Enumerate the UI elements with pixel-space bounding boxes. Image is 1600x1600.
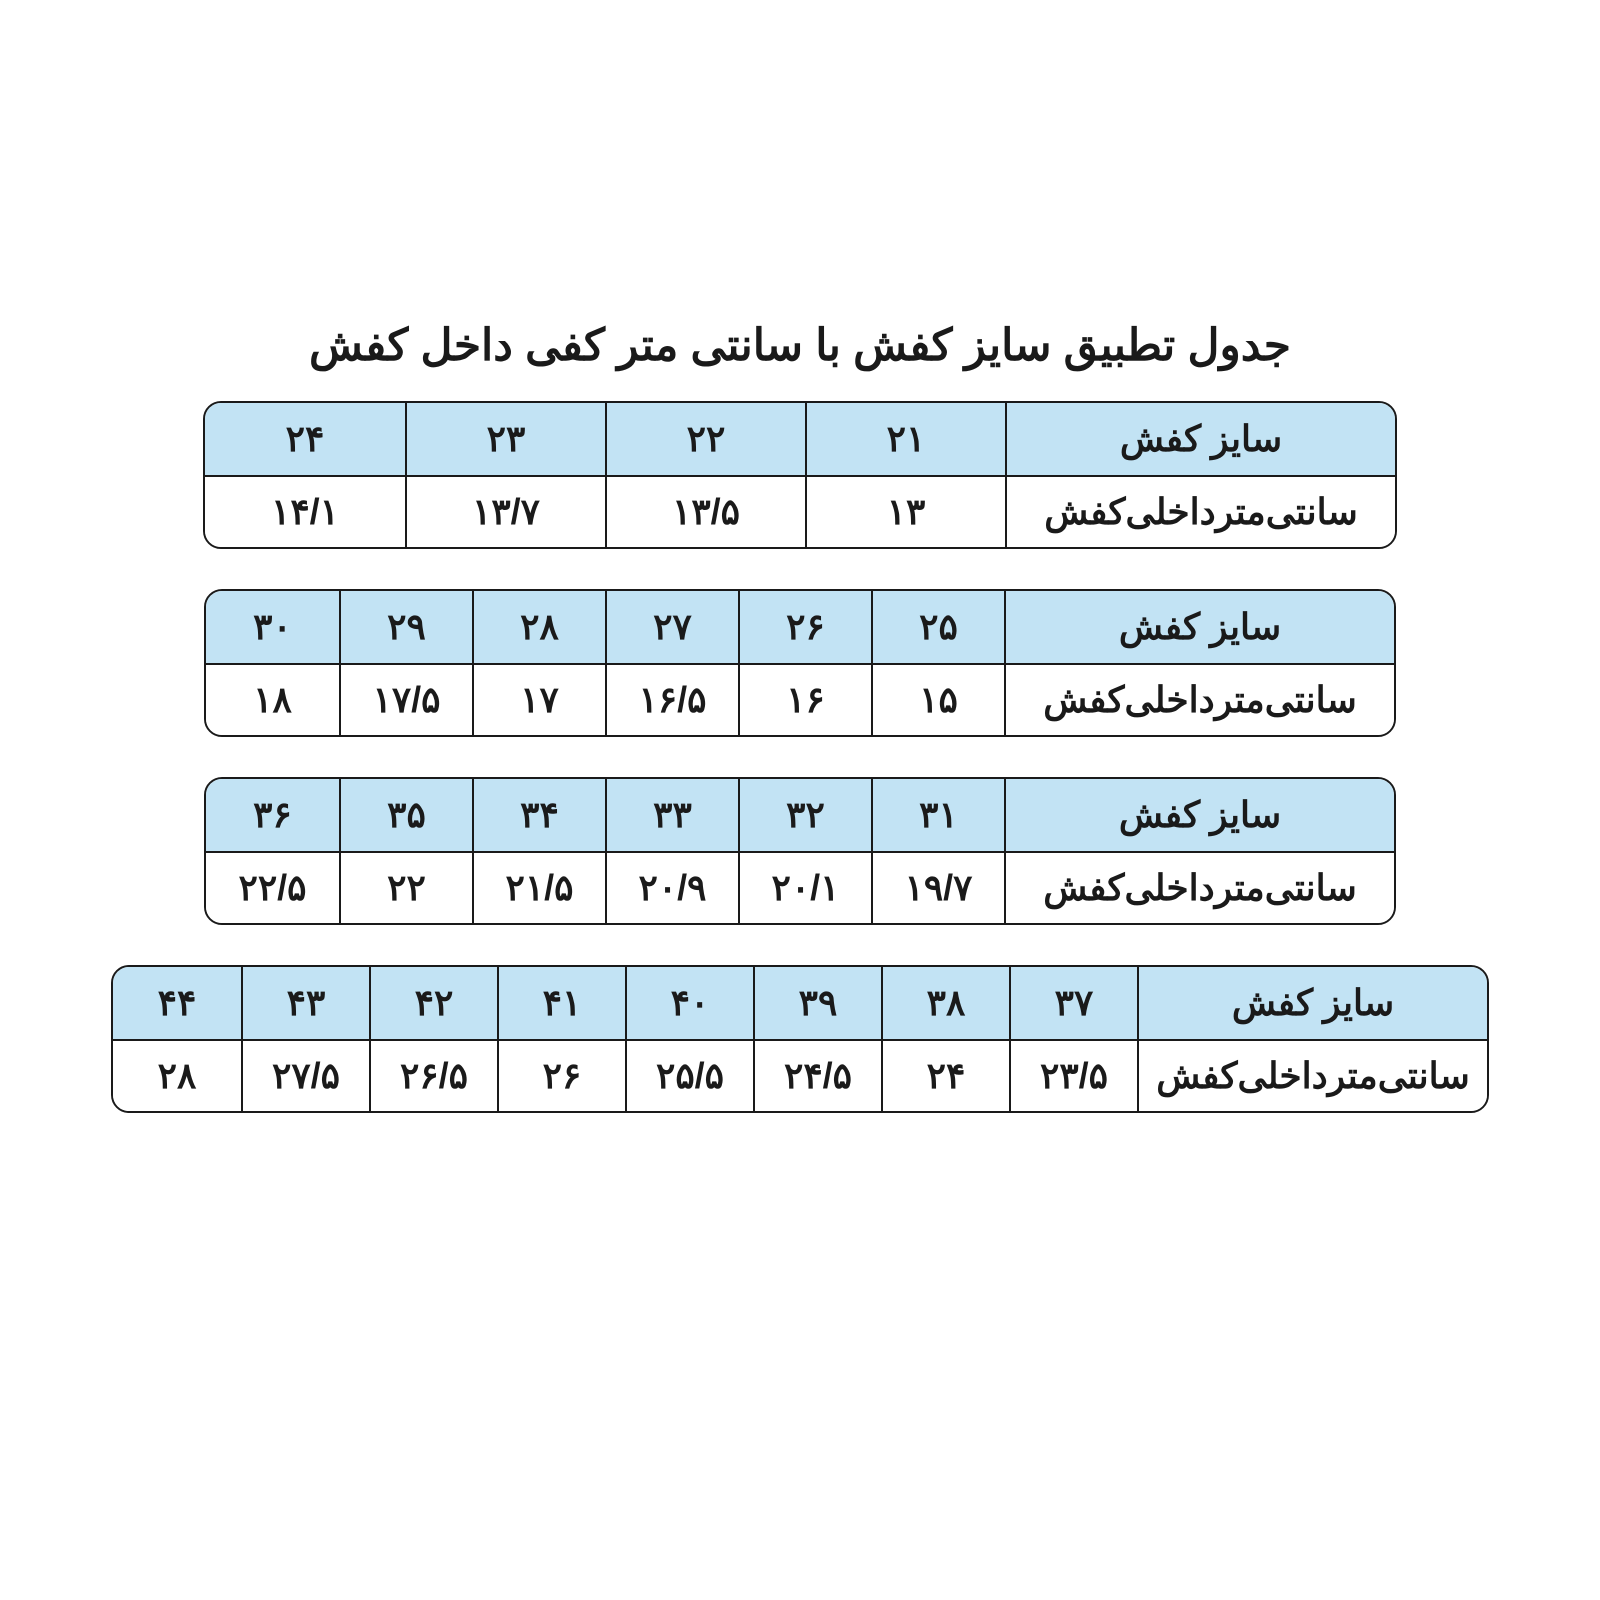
size-cell: ۲۳ — [405, 403, 605, 475]
cm-cell: ۱۸ — [206, 663, 339, 735]
size-cell: ۴۰ — [625, 967, 753, 1039]
size-row: سایز کفش۳۱۳۲۳۳۳۴۳۵۳۶ — [206, 779, 1394, 851]
size-cell: ۲۷ — [605, 591, 738, 663]
cm-cell: ۱۵ — [871, 663, 1004, 735]
row-label-size: سایز کفش — [1004, 779, 1394, 851]
size-cell: ۲۹ — [339, 591, 472, 663]
size-table-3: سایز کفش۳۷۳۸۳۹۴۰۴۱۴۲۴۳۴۴سانتی‌مترداخلی‌ک… — [111, 965, 1489, 1113]
page-title: جدول تطبیق سایز کفش با سانتی متر کفی داخ… — [309, 320, 1291, 371]
cm-cell: ۱۳ — [805, 475, 1005, 547]
row-label-cm: سانتی‌مترداخلی‌کفش — [1005, 475, 1395, 547]
size-table-0: سایز کفش۲۱۲۲۲۳۲۴سانتی‌مترداخلی‌کفش۱۳۱۳/۵… — [203, 401, 1397, 549]
size-cell: ۲۸ — [472, 591, 605, 663]
cm-row: سانتی‌مترداخلی‌کفش۱۳۱۳/۵۱۳/۷۱۴/۱ — [205, 475, 1395, 547]
row-label-size: سایز کفش — [1005, 403, 1395, 475]
row-label-cm: سانتی‌مترداخلی‌کفش — [1004, 851, 1394, 923]
cm-cell: ۲۴/۵ — [753, 1039, 881, 1111]
size-row: سایز کفش۲۱۲۲۲۳۲۴ — [205, 403, 1395, 475]
size-cell: ۴۴ — [113, 967, 241, 1039]
cm-cell: ۱۷ — [472, 663, 605, 735]
size-table-1: سایز کفش۲۵۲۶۲۷۲۸۲۹۳۰سانتی‌مترداخلی‌کفش۱۵… — [204, 589, 1396, 737]
size-cell: ۳۹ — [753, 967, 881, 1039]
tables-container: سایز کفش۲۱۲۲۲۳۲۴سانتی‌مترداخلی‌کفش۱۳۱۳/۵… — [111, 401, 1489, 1113]
size-cell: ۲۱ — [805, 403, 1005, 475]
size-cell: ۳۲ — [738, 779, 871, 851]
cm-cell: ۲۵/۵ — [625, 1039, 753, 1111]
size-cell: ۳۶ — [206, 779, 339, 851]
size-cell: ۳۰ — [206, 591, 339, 663]
cm-cell: ۱۷/۵ — [339, 663, 472, 735]
cm-cell: ۱۳/۵ — [605, 475, 805, 547]
cm-cell: ۱۳/۷ — [405, 475, 605, 547]
size-cell: ۲۵ — [871, 591, 1004, 663]
cm-cell: ۲۰/۹ — [605, 851, 738, 923]
cm-row: سانتی‌مترداخلی‌کفش۲۳/۵۲۴۲۴/۵۲۵/۵۲۶۲۶/۵۲۷… — [113, 1039, 1487, 1111]
size-cell: ۴۱ — [497, 967, 625, 1039]
cm-cell: ۲۶ — [497, 1039, 625, 1111]
row-label-cm: سانتی‌مترداخلی‌کفش — [1004, 663, 1394, 735]
size-cell: ۳۴ — [472, 779, 605, 851]
size-row: سایز کفش۲۵۲۶۲۷۲۸۲۹۳۰ — [206, 591, 1394, 663]
cm-cell: ۱۶/۵ — [605, 663, 738, 735]
cm-cell: ۲۲/۵ — [206, 851, 339, 923]
size-cell: ۲۲ — [605, 403, 805, 475]
row-label-size: سایز کفش — [1004, 591, 1394, 663]
size-cell: ۳۱ — [871, 779, 1004, 851]
row-label-cm: سانتی‌مترداخلی‌کفش — [1137, 1039, 1487, 1111]
cm-cell: ۲۱/۵ — [472, 851, 605, 923]
size-cell: ۳۳ — [605, 779, 738, 851]
size-cell: ۳۵ — [339, 779, 472, 851]
cm-cell: ۱۴/۱ — [205, 475, 405, 547]
cm-cell: ۲۳/۵ — [1009, 1039, 1137, 1111]
cm-cell: ۲۸ — [113, 1039, 241, 1111]
size-table-2: سایز کفش۳۱۳۲۳۳۳۴۳۵۳۶سانتی‌مترداخلی‌کفش۱۹… — [204, 777, 1396, 925]
cm-cell: ۱۹/۷ — [871, 851, 1004, 923]
size-cell: ۴۳ — [241, 967, 369, 1039]
cm-cell: ۲۶/۵ — [369, 1039, 497, 1111]
size-cell: ۳۷ — [1009, 967, 1137, 1039]
size-cell: ۳۸ — [881, 967, 1009, 1039]
size-cell: ۴۲ — [369, 967, 497, 1039]
cm-cell: ۱۶ — [738, 663, 871, 735]
row-label-size: سایز کفش — [1137, 967, 1487, 1039]
cm-cell: ۲۰/۱ — [738, 851, 871, 923]
cm-row: سانتی‌مترداخلی‌کفش۱۵۱۶۱۶/۵۱۷۱۷/۵۱۸ — [206, 663, 1394, 735]
cm-row: سانتی‌مترداخلی‌کفش۱۹/۷۲۰/۱۲۰/۹۲۱/۵۲۲۲۲/۵ — [206, 851, 1394, 923]
cm-cell: ۲۴ — [881, 1039, 1009, 1111]
size-cell: ۲۶ — [738, 591, 871, 663]
cm-cell: ۲۷/۵ — [241, 1039, 369, 1111]
size-cell: ۲۴ — [205, 403, 405, 475]
size-row: سایز کفش۳۷۳۸۳۹۴۰۴۱۴۲۴۳۴۴ — [113, 967, 1487, 1039]
cm-cell: ۲۲ — [339, 851, 472, 923]
